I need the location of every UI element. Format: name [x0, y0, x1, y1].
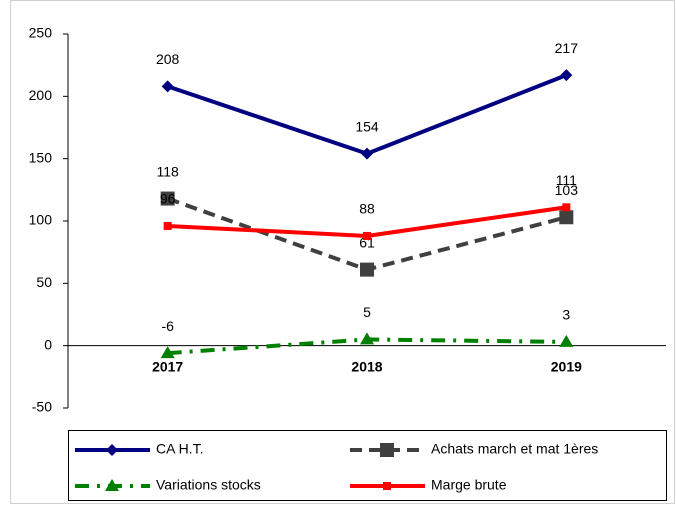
- data-label: 103: [555, 182, 579, 198]
- data-label: 5: [363, 304, 371, 320]
- data-label: 96: [160, 191, 176, 207]
- y-tick-label: 200: [29, 87, 53, 103]
- data-point: [559, 334, 574, 347]
- legend-label: Variations stocks: [156, 477, 261, 493]
- data-point: [163, 221, 172, 230]
- x-tick-label: 2017: [152, 358, 183, 374]
- data-point: [360, 332, 374, 345]
- chart-frame: [10, 0, 675, 504]
- data-label: 208: [156, 51, 180, 67]
- data-label: 3: [562, 307, 570, 323]
- data-point: [161, 80, 174, 93]
- y-tick-label: 250: [29, 25, 53, 41]
- data-label: 111: [556, 172, 577, 188]
- data-point: [360, 262, 374, 277]
- data-label: 88: [359, 201, 375, 217]
- legend-marker: [106, 444, 118, 456]
- data-point: [559, 210, 574, 225]
- x-tick-label: 2019: [551, 358, 582, 374]
- data-point: [160, 191, 175, 206]
- y-tick-label: 150: [29, 149, 53, 165]
- legend-marker: [380, 443, 394, 457]
- y-tick-label: 50: [36, 274, 52, 290]
- y-tick-label: -50: [32, 399, 52, 415]
- legend-label: CA H.T.: [156, 441, 203, 457]
- data-point: [160, 346, 175, 359]
- data-point: [361, 147, 373, 160]
- y-tick-label: 0: [44, 336, 52, 352]
- x-tick-label: 2018: [351, 358, 382, 374]
- legend-box: [68, 430, 667, 501]
- legend-label: Marge brute: [431, 477, 507, 493]
- legend-label: Achats march et mat 1ères: [431, 441, 598, 457]
- data-point: [363, 231, 371, 240]
- series-line: [167, 73, 568, 156]
- data-label: 217: [555, 40, 579, 56]
- data-label: -6: [161, 318, 174, 334]
- data-label: 154: [355, 118, 379, 134]
- data-point: [560, 69, 573, 82]
- legend-marker: [383, 482, 391, 490]
- y-tick-label: 100: [29, 212, 53, 228]
- legend-marker: [105, 479, 119, 491]
- data-label: 118: [157, 163, 180, 179]
- data-point: [562, 203, 571, 212]
